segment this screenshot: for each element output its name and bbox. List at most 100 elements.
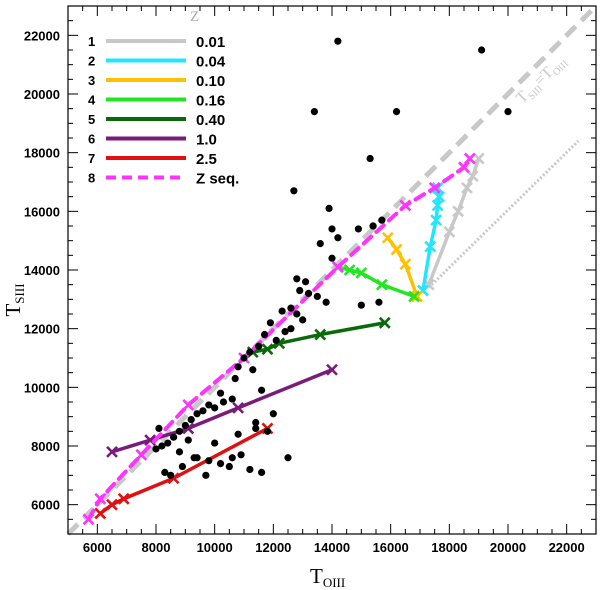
observation-point xyxy=(334,234,342,242)
observation-point xyxy=(287,325,295,333)
series-line-z-seq xyxy=(86,156,472,522)
observation-point xyxy=(293,310,301,318)
observation-point xyxy=(225,462,233,471)
observation-point xyxy=(211,439,219,447)
x-tick-label: 22000 xyxy=(549,540,585,555)
legend-number: 5 xyxy=(88,112,95,127)
legend-label: 0.16 xyxy=(196,93,225,110)
series-marker-0-01 xyxy=(466,170,479,183)
observation-point xyxy=(378,216,386,224)
observation-point xyxy=(504,108,512,116)
observation-point xyxy=(281,328,289,336)
observation-point xyxy=(228,454,236,462)
x-tick-label: 8000 xyxy=(142,540,171,555)
series-marker-0-40 xyxy=(261,343,274,356)
observation-point xyxy=(392,108,401,116)
legend-number: 7 xyxy=(88,151,95,166)
series-marker-0-16 xyxy=(343,264,356,276)
series-marker-0-16 xyxy=(355,267,368,279)
observation-point xyxy=(246,465,254,474)
observation-point xyxy=(234,430,242,438)
legend-label: Z seq. xyxy=(196,171,239,188)
observation-point xyxy=(240,354,248,362)
observation-point xyxy=(313,292,321,300)
y-tick-label: 12000 xyxy=(24,322,60,337)
series-marker-0-10 xyxy=(399,258,412,271)
observation-point xyxy=(287,304,295,312)
series-marker-0-10 xyxy=(390,243,403,256)
y-tick-label: 6000 xyxy=(31,498,60,513)
observation-point xyxy=(187,416,195,424)
legend: Z 1 0.01 2 0.04 3 0.10 4 0.16 5 0.40 6 1.0 7 2.5 8 Z se… xyxy=(88,9,239,188)
observation-point xyxy=(354,225,362,233)
y-axis-title-main: T xyxy=(1,304,25,317)
tick-layer: 6000 8000 10000 12000 14000 16000 18000 20000 22… xyxy=(24,5,597,555)
series-marker-0-01 xyxy=(472,152,485,165)
series-marker-0-10 xyxy=(381,231,394,244)
observation-point xyxy=(310,108,318,116)
observation-point xyxy=(316,240,324,248)
observation-point xyxy=(304,289,313,298)
observation-point xyxy=(228,395,236,403)
legend-number: 3 xyxy=(88,73,95,88)
series-marker-0-16 xyxy=(375,278,388,291)
observation-point xyxy=(375,298,383,306)
observation-point xyxy=(152,445,160,453)
x-tick-label: 20000 xyxy=(490,540,526,555)
legend-label: 0.10 xyxy=(196,73,225,90)
observation-point xyxy=(219,398,228,406)
observation-point xyxy=(161,468,169,476)
equality-line xyxy=(66,4,598,536)
observation-point xyxy=(164,439,172,447)
series-marker-1-0 xyxy=(106,445,118,458)
observation-point xyxy=(199,407,207,415)
x-axis-title-sub: OIII xyxy=(323,575,345,590)
series-marker-0-01 xyxy=(443,225,456,238)
observation-point xyxy=(334,37,342,45)
legend-number: 2 xyxy=(88,54,95,69)
observation-point xyxy=(205,457,213,465)
observation-point xyxy=(246,348,254,356)
series-marker-z-seq xyxy=(458,161,470,174)
x-tick-label: 12000 xyxy=(255,540,291,555)
observation-point xyxy=(328,254,336,262)
observation-point xyxy=(216,389,225,397)
y-tick-label: 22000 xyxy=(24,28,60,43)
y-tick-label: 8000 xyxy=(31,439,60,454)
legend-label: 1.0 xyxy=(196,132,217,149)
series-marker-0-16 xyxy=(408,290,421,303)
observation-point xyxy=(328,225,336,233)
y-tick-label: 10000 xyxy=(24,380,60,395)
observation-point xyxy=(284,454,292,462)
observation-point xyxy=(269,410,277,418)
x-tick-label: 18000 xyxy=(431,540,467,555)
legend-label: 0.04 xyxy=(196,54,226,71)
observation-point xyxy=(155,424,163,432)
x-tick-label: 16000 xyxy=(373,540,409,555)
observation-point xyxy=(175,448,184,456)
observation-point xyxy=(178,462,186,471)
legend-label: 2.5 xyxy=(196,151,217,168)
y-tick-label: 18000 xyxy=(24,146,60,161)
observation-point xyxy=(202,471,210,479)
observation-point xyxy=(255,342,263,350)
series-marker-z-seq xyxy=(428,181,441,194)
series-layer xyxy=(66,4,598,536)
series-marker-z-seq xyxy=(94,492,107,505)
series-marker-1-0 xyxy=(326,363,338,376)
y-tick-label: 14000 xyxy=(24,263,60,278)
series-marker-z-seq xyxy=(399,199,412,212)
observation-point xyxy=(190,454,198,462)
observation-point xyxy=(193,410,201,418)
observation-point xyxy=(181,421,189,430)
series-marker-2-5 xyxy=(117,492,130,505)
series-line-1-0 xyxy=(110,367,334,454)
series-marker-0-40 xyxy=(314,328,327,341)
legend-number: 1 xyxy=(88,34,95,49)
legend-label: 0.01 xyxy=(196,34,225,51)
observation-point xyxy=(369,222,377,230)
x-tick-label: 14000 xyxy=(314,540,350,555)
observation-point xyxy=(205,401,213,409)
observation-point xyxy=(258,386,266,394)
series-marker-0-40 xyxy=(378,316,391,329)
